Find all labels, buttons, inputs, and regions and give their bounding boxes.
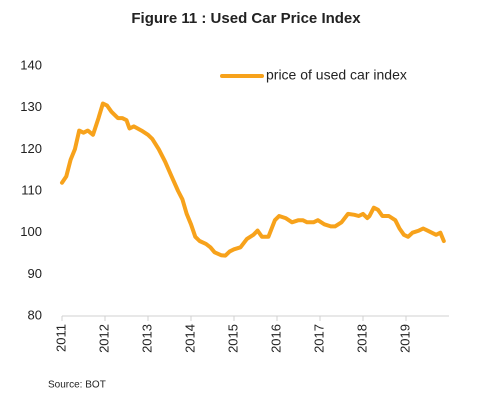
y-tick-label: 80 — [28, 307, 42, 322]
x-tick-label: 2012 — [96, 324, 111, 353]
x-tick-label: 2015 — [225, 324, 240, 353]
x-tick-label: 2016 — [268, 324, 283, 353]
x-tick-label: 2011 — [53, 324, 68, 352]
y-tick-label: 110 — [21, 182, 42, 197]
y-tick-label: 130 — [20, 99, 42, 114]
source: Source: BOT — [48, 380, 106, 391]
x-tick-label: 2014 — [182, 324, 197, 353]
y-tick-label: 90 — [28, 266, 42, 281]
x-tick-label: 2013 — [139, 324, 154, 353]
y-tick-label: 100 — [20, 224, 42, 239]
y-tick-label: 120 — [20, 141, 42, 156]
y-tick-label: 140 — [20, 57, 42, 72]
chart-title: Figure 11 : Used Car Price Index — [131, 10, 361, 27]
series-line — [60, 101, 446, 258]
legend-label: price of used car index — [266, 67, 407, 83]
x-tick-label: 2017 — [311, 324, 326, 353]
x-tick-label: 2019 — [397, 324, 412, 353]
x-tick-label: 2018 — [354, 324, 369, 353]
